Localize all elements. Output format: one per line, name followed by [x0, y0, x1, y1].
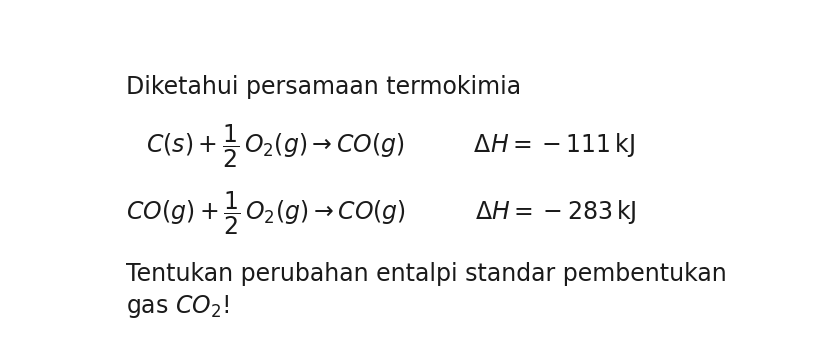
Text: $C(s) + \dfrac{1}{2}\,O_2(g) \rightarrow CO(g) \qquad\quad \Delta H = -111\,\tex: $C(s) + \dfrac{1}{2}\,O_2(g) \rightarrow…: [146, 122, 635, 170]
Text: $CO(g) + \dfrac{1}{2}\,O_2(g) \rightarrow CO(g) \qquad\quad \Delta H = -283\,\te: $CO(g) + \dfrac{1}{2}\,O_2(g) \rightarro…: [125, 190, 637, 237]
Text: Tentukan perubahan entalpi standar pembentukan: Tentukan perubahan entalpi standar pembe…: [125, 263, 726, 286]
Text: Diketahui persamaan termokimia: Diketahui persamaan termokimia: [125, 74, 521, 99]
Text: gas $CO_2$!: gas $CO_2$!: [125, 293, 230, 320]
